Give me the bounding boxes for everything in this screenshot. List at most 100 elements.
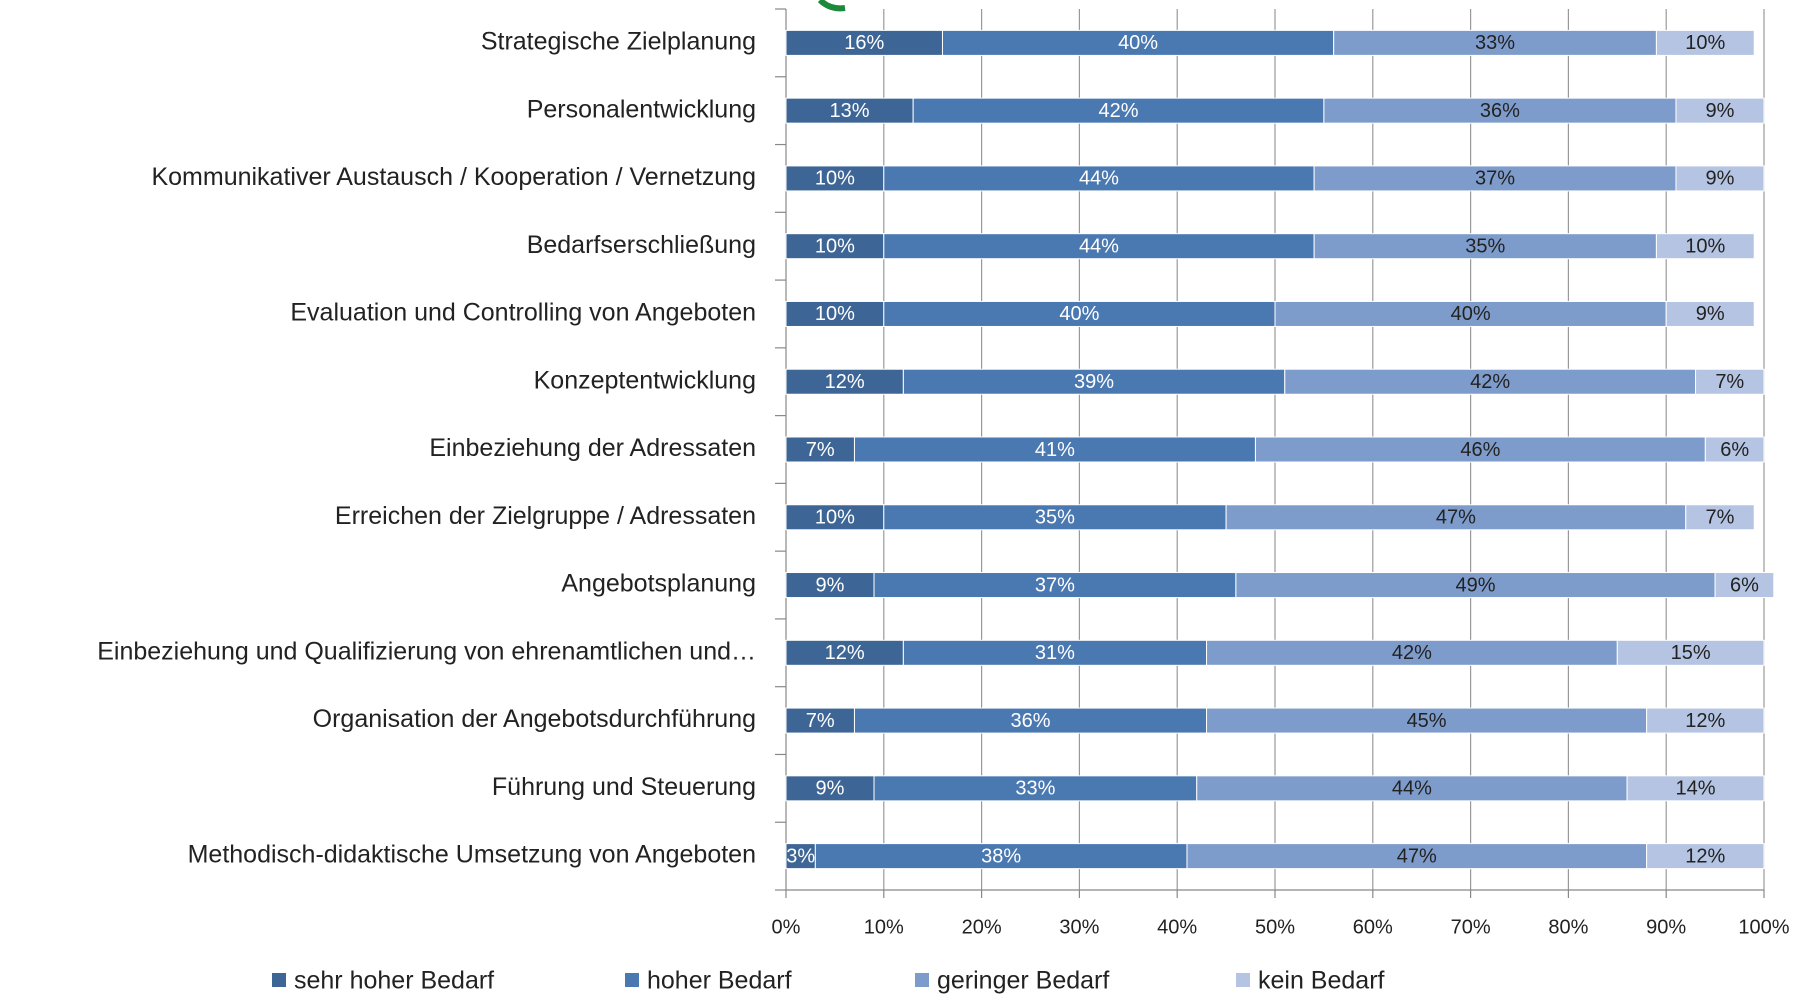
- value-label: 3%: [786, 845, 815, 867]
- value-label: 44%: [1079, 235, 1119, 257]
- value-label: 10%: [815, 235, 855, 257]
- bar-segment: [1206, 707, 1648, 734]
- value-label: 15%: [1671, 642, 1711, 664]
- value-label: 39%: [1074, 371, 1114, 393]
- value-label: 9%: [1706, 100, 1735, 122]
- value-label: 33%: [1015, 778, 1055, 800]
- value-label: 42%: [1099, 100, 1139, 122]
- bar-segment: [814, 843, 1188, 870]
- bar-segment: [1235, 572, 1716, 599]
- bar-segment: [1196, 775, 1628, 802]
- value-label: 7%: [1706, 507, 1735, 529]
- bar-segment: [1626, 775, 1765, 802]
- category-label: Erreichen der Zielgruppe / Adressaten: [335, 502, 756, 530]
- bar-segment: [1313, 165, 1677, 192]
- category-label: Einbeziehung und Qualifizierung von ehre…: [97, 637, 756, 665]
- legend-swatch: [625, 973, 639, 987]
- value-label: 40%: [1451, 303, 1491, 325]
- bar-segment: [785, 97, 914, 124]
- bar-segment: [785, 29, 943, 56]
- bar-segment: [902, 639, 1208, 666]
- x-tick-label: 70%: [1451, 916, 1491, 938]
- value-label: 36%: [1480, 100, 1520, 122]
- bar-segment: [785, 775, 875, 802]
- bar-segment: [1333, 29, 1657, 56]
- value-label: 12%: [1685, 845, 1725, 867]
- bar-segment: [785, 233, 885, 260]
- value-label: 44%: [1392, 778, 1432, 800]
- bar-segment: [1225, 504, 1687, 531]
- category-label: Kommunikativer Austausch / Kooperation /…: [151, 163, 756, 191]
- bar-segment: [1655, 29, 1755, 56]
- category-label: Angebotsplanung: [561, 570, 756, 598]
- bar-segment: [1704, 436, 1765, 463]
- legend-label: hoher Bedarf: [647, 967, 792, 995]
- bar-segment: [1714, 572, 1775, 599]
- value-label: 49%: [1455, 574, 1495, 596]
- value-label: 33%: [1475, 32, 1515, 54]
- value-label: 6%: [1720, 439, 1749, 461]
- bar-segment: [1274, 300, 1667, 327]
- bar-segment: [785, 165, 885, 192]
- value-label: 13%: [830, 100, 870, 122]
- value-label: 46%: [1460, 439, 1500, 461]
- bar-segment: [1655, 233, 1755, 260]
- bar-segment: [853, 436, 1256, 463]
- bar-segment: [785, 300, 885, 327]
- bar-segment: [1313, 233, 1657, 260]
- bar-segment: [785, 707, 855, 734]
- bar-segment: [1186, 843, 1648, 870]
- category-label: Bedarfserschließung: [527, 231, 756, 259]
- value-label: 6%: [1730, 574, 1759, 596]
- category-label: Führung und Steuerung: [492, 773, 756, 801]
- bar-segment: [1685, 504, 1755, 531]
- bar-segment: [912, 97, 1325, 124]
- value-label: 41%: [1035, 439, 1075, 461]
- x-tick-label: 60%: [1353, 916, 1393, 938]
- bar-segment: [883, 165, 1315, 192]
- value-label: 14%: [1676, 778, 1716, 800]
- bar-segment: [1675, 165, 1765, 192]
- category-label: Strategische Zielplanung: [481, 27, 756, 55]
- value-label: 37%: [1035, 574, 1075, 596]
- value-label: 42%: [1392, 642, 1432, 664]
- value-label: 7%: [1715, 371, 1744, 393]
- category-label: Methodisch-didaktische Umsetzung von Ang…: [188, 841, 756, 869]
- value-label: 42%: [1470, 371, 1510, 393]
- bar-segment: [1284, 368, 1697, 395]
- x-tick-label: 40%: [1157, 916, 1197, 938]
- value-label: 9%: [816, 574, 845, 596]
- bar-segment: [1646, 843, 1765, 870]
- value-label: 35%: [1465, 235, 1505, 257]
- bar-segment: [785, 436, 855, 463]
- value-label: 7%: [806, 710, 835, 732]
- value-label: 45%: [1407, 710, 1447, 732]
- bar-segment: [883, 504, 1227, 531]
- decoration: [817, 0, 846, 12]
- x-tick-label: 50%: [1255, 916, 1295, 938]
- value-label: 10%: [1685, 32, 1725, 54]
- bar-segment: [1675, 97, 1765, 124]
- value-label: 47%: [1436, 507, 1476, 529]
- value-label: 7%: [806, 439, 835, 461]
- bar-segment: [785, 368, 904, 395]
- value-label: 10%: [815, 303, 855, 325]
- value-label: 47%: [1397, 845, 1437, 867]
- value-label: 37%: [1475, 168, 1515, 190]
- value-label: 36%: [1010, 710, 1050, 732]
- x-tick-label: 30%: [1059, 916, 1099, 938]
- bar-segment: [853, 707, 1208, 734]
- bar-segment: [1616, 639, 1765, 666]
- value-label: 40%: [1059, 303, 1099, 325]
- value-label: 9%: [1706, 168, 1735, 190]
- value-label: 16%: [844, 32, 884, 54]
- x-tick-label: 20%: [962, 916, 1002, 938]
- bar-segment: [1665, 300, 1755, 327]
- legend-swatch: [1236, 973, 1250, 987]
- legend-swatch: [272, 973, 286, 987]
- value-label: 40%: [1118, 32, 1158, 54]
- value-label: 12%: [825, 371, 865, 393]
- x-tick-label: 90%: [1646, 916, 1686, 938]
- legend-label: sehr hoher Bedarf: [294, 967, 494, 995]
- value-label: 9%: [1696, 303, 1725, 325]
